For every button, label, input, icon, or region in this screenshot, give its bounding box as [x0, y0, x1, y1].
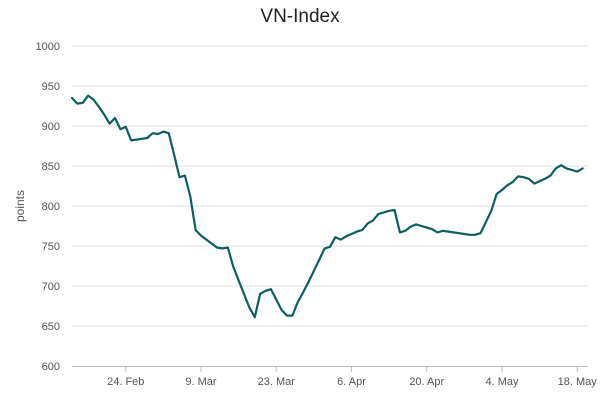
- x-tick-label: 20. Apr: [409, 376, 444, 388]
- x-tick-label: 6. Apr: [337, 376, 366, 388]
- x-tick-label: 18. May: [558, 376, 598, 388]
- chart-title: VN-Index: [260, 6, 340, 27]
- x-tick-label: 23. Mar: [258, 376, 296, 388]
- y-tick-label: 950: [42, 81, 60, 93]
- y-tick-label: 600: [42, 361, 60, 373]
- y-tick-label: 700: [42, 281, 60, 293]
- y-tick-label: 850: [42, 161, 60, 173]
- y-axis-title: points: [13, 190, 27, 222]
- y-tick-label: 1000: [36, 41, 60, 53]
- x-tick-label: 4. May: [485, 376, 519, 388]
- x-tick-label: 24. Feb: [107, 376, 144, 388]
- y-tick-label: 650: [42, 321, 60, 333]
- y-tick-label: 750: [42, 241, 60, 253]
- x-tick-label: 9. Mar: [185, 376, 217, 388]
- y-tick-label: 900: [42, 121, 60, 133]
- series-line: [70, 94, 584, 319]
- y-tick-label: 800: [42, 201, 60, 213]
